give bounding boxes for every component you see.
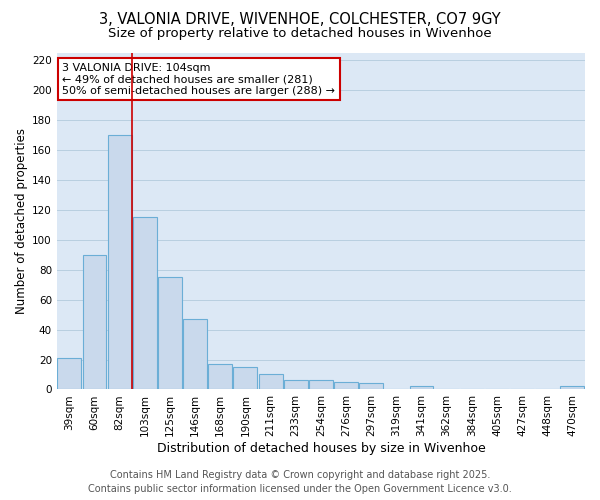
Bar (108, 135, 131, 390)
Bar (133, 217, 157, 390)
Bar (334, 382, 358, 390)
Bar (560, 386, 584, 390)
Y-axis label: Number of detached properties: Number of detached properties (15, 128, 28, 314)
Bar (309, 380, 333, 390)
Text: Contains HM Land Registry data © Crown copyright and database right 2025.
Contai: Contains HM Land Registry data © Crown c… (88, 470, 512, 494)
X-axis label: Distribution of detached houses by size in Wivenhoe: Distribution of detached houses by size … (157, 442, 485, 455)
Bar (58, 358, 82, 390)
Bar (233, 367, 257, 390)
Text: 3 VALONIA DRIVE: 104sqm
← 49% of detached houses are smaller (281)
50% of semi-d: 3 VALONIA DRIVE: 104sqm ← 49% of detache… (62, 62, 335, 96)
Bar (410, 386, 433, 390)
Text: Size of property relative to detached houses in Wivenhoe: Size of property relative to detached ho… (108, 28, 492, 40)
Bar (183, 319, 207, 390)
Text: 3, VALONIA DRIVE, WIVENHOE, COLCHESTER, CO7 9GY: 3, VALONIA DRIVE, WIVENHOE, COLCHESTER, … (99, 12, 501, 28)
Bar (259, 374, 283, 390)
Bar (158, 277, 182, 390)
Bar (359, 384, 383, 390)
Bar (83, 254, 106, 390)
Bar (284, 380, 308, 390)
Bar (208, 364, 232, 390)
